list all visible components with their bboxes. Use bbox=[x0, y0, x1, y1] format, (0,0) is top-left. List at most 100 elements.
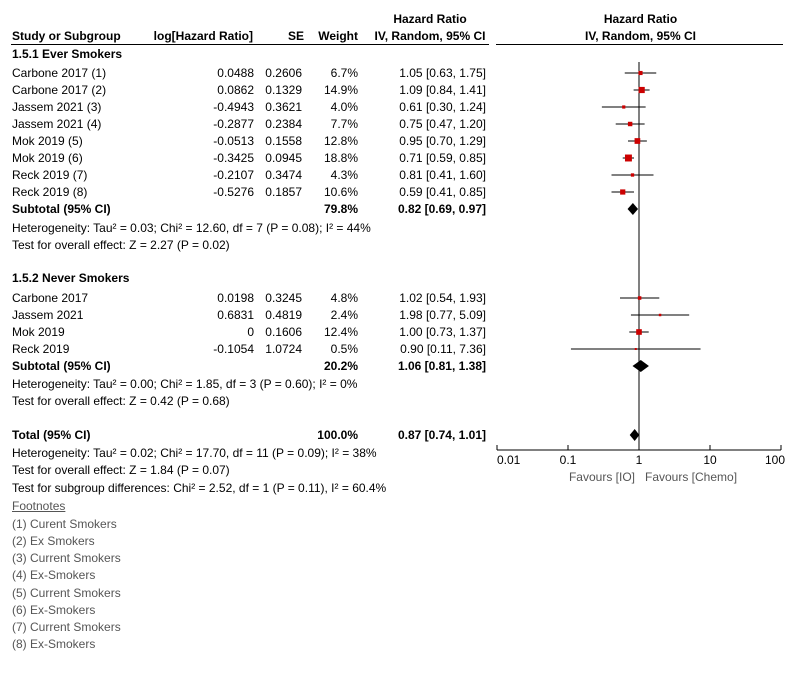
group-title: 1.5.2 Never Smokers bbox=[12, 271, 130, 285]
ci-value: 0.71 [0.59, 0.85] bbox=[399, 151, 486, 165]
loghr-value: -0.1054 bbox=[213, 342, 254, 356]
plot-column-header-sub: IV, Random, 95% CI bbox=[585, 29, 696, 43]
loghr-value: -0.3425 bbox=[213, 151, 254, 165]
se-value: 0.4819 bbox=[265, 308, 302, 322]
favours-left-label: Favours [IO] bbox=[569, 470, 635, 484]
study-name: Jassem 2021 bbox=[12, 308, 84, 322]
x-tick-label: 100 bbox=[765, 453, 785, 467]
heterogeneity-text: Heterogeneity: Tau² = 0.03; Chi² = 12.60… bbox=[12, 221, 371, 235]
weight-value: 18.8% bbox=[323, 151, 358, 165]
study-name: Reck 2019 (7) bbox=[12, 168, 88, 182]
pooled-diamond bbox=[632, 360, 649, 372]
plot-column-header-top: Hazard Ratio bbox=[603, 12, 678, 26]
weight-value: 0.5% bbox=[330, 342, 358, 356]
subtotal-weight: 20.2% bbox=[323, 359, 358, 373]
heterogeneity-text: Heterogeneity: Tau² = 0.00; Chi² = 1.85,… bbox=[12, 377, 358, 391]
weight-value: 7.7% bbox=[330, 117, 358, 131]
ci-value: 0.81 [0.41, 1.60] bbox=[399, 168, 486, 182]
ci-value: 1.05 [0.63, 1.75] bbox=[399, 66, 486, 80]
footnotes-heading: Footnotes bbox=[12, 499, 66, 513]
weight-value: 10.6% bbox=[323, 185, 358, 199]
weight-value: 12.8% bbox=[323, 134, 358, 148]
se-value: 0.2384 bbox=[265, 117, 302, 131]
weight-column-header: Weight bbox=[318, 29, 358, 43]
favours-right-label: Favours [Chemo] bbox=[645, 470, 737, 484]
x-tick-label: 0.01 bbox=[497, 453, 521, 467]
overall-effect-text: Test for overall effect: Z = 2.27 (P = 0… bbox=[12, 238, 230, 252]
footnote-item: (5) Current Smokers bbox=[12, 586, 121, 600]
weight-value: 14.9% bbox=[323, 83, 358, 97]
total-label: Total (95% CI) bbox=[12, 428, 91, 442]
subtotal-weight: 79.8% bbox=[323, 202, 358, 216]
overall-effect-text: Test for overall effect: Z = 0.42 (P = 0… bbox=[12, 394, 230, 408]
subtotal-ci: 0.82 [0.69, 0.97] bbox=[397, 202, 486, 216]
se-value: 0.3245 bbox=[265, 291, 302, 305]
study-name: Carbone 2017 bbox=[12, 291, 89, 305]
weight-value: 4.3% bbox=[330, 168, 358, 182]
weight-value: 6.7% bbox=[330, 66, 358, 80]
study-name: Jassem 2021 (4) bbox=[12, 117, 102, 131]
study-column-header: Study or Subgroup bbox=[12, 29, 121, 43]
total-overall-effect-text: Test for overall effect: Z = 1.84 (P = 0… bbox=[12, 463, 230, 477]
loghr-value: -0.2877 bbox=[213, 117, 254, 131]
study-point bbox=[624, 154, 632, 162]
study-point bbox=[634, 348, 637, 350]
study-point bbox=[630, 173, 635, 177]
se-value: 0.1329 bbox=[265, 83, 302, 97]
study-point bbox=[622, 105, 626, 109]
ci-value: 1.09 [0.84, 1.41] bbox=[399, 83, 486, 97]
se-value: 0.0945 bbox=[265, 151, 302, 165]
x-tick-label: 1 bbox=[636, 453, 643, 467]
header-rule-table bbox=[11, 44, 489, 45]
study-point bbox=[638, 70, 643, 76]
subgroup-differences-text: Test for subgroup differences: Chi² = 2.… bbox=[12, 481, 387, 495]
loghr-value: 0.0862 bbox=[217, 83, 254, 97]
footnote-item: (4) Ex-Smokers bbox=[12, 568, 96, 582]
se-value: 0.1606 bbox=[265, 325, 302, 339]
se-value: 1.0724 bbox=[265, 342, 302, 356]
weight-value: 4.8% bbox=[330, 291, 358, 305]
weight-value: 4.0% bbox=[330, 100, 358, 114]
ci-value: 0.90 [0.11, 7.36] bbox=[400, 342, 486, 356]
loghr-value: 0 bbox=[247, 325, 254, 339]
footnote-item: (2) Ex Smokers bbox=[12, 534, 95, 548]
loghr-value: -0.2107 bbox=[213, 168, 254, 182]
se-value: 0.3474 bbox=[265, 168, 302, 182]
se-value: 0.2606 bbox=[265, 66, 302, 80]
study-point bbox=[634, 138, 641, 144]
study-point bbox=[627, 121, 633, 127]
header-rule-plot bbox=[496, 44, 783, 45]
study-name: Jassem 2021 (3) bbox=[12, 100, 102, 114]
study-point bbox=[620, 189, 626, 195]
footnote-item: (3) Current Smokers bbox=[12, 551, 121, 565]
subtotal-ci: 1.06 [0.81, 1.38] bbox=[397, 359, 486, 373]
se-value: 0.1857 bbox=[265, 185, 302, 199]
footnote-item: (1) Curent Smokers bbox=[12, 517, 117, 531]
loghr-column-header: log[Hazard Ratio] bbox=[153, 29, 253, 43]
footnote-item: (7) Current Smokers bbox=[12, 620, 121, 634]
study-point bbox=[636, 329, 642, 335]
footnote-item: (8) Ex-Smokers bbox=[12, 637, 96, 651]
footnote-item: (6) Ex-Smokers bbox=[12, 603, 96, 617]
study-name: Mok 2019 bbox=[12, 325, 65, 339]
total-ci: 0.87 [0.74, 1.01] bbox=[397, 428, 486, 442]
total-weight: 100.0% bbox=[317, 428, 358, 442]
study-name: Carbone 2017 (2) bbox=[12, 83, 107, 97]
ci-value: 1.98 [0.77, 5.09] bbox=[399, 308, 486, 322]
ci-value: 0.59 [0.41, 0.85] bbox=[399, 185, 486, 199]
loghr-value: -0.5276 bbox=[213, 185, 254, 199]
subtotal-label: Subtotal (95% CI) bbox=[12, 202, 111, 216]
pooled-diamond bbox=[627, 203, 639, 215]
loghr-value: 0.6831 bbox=[217, 308, 254, 322]
loghr-value: -0.4943 bbox=[213, 100, 254, 114]
weight-value: 2.4% bbox=[330, 308, 358, 322]
hr-column-header-sub: IV, Random, 95% CI bbox=[374, 29, 486, 43]
ci-value: 1.00 [0.73, 1.37] bbox=[399, 325, 486, 339]
study-point bbox=[637, 296, 642, 300]
group-title: 1.5.1 Ever Smokers bbox=[12, 47, 123, 61]
study-name: Mok 2019 (5) bbox=[12, 134, 83, 148]
study-name: Carbone 2017 (1) bbox=[12, 66, 107, 80]
total-heterogeneity-text: Heterogeneity: Tau² = 0.02; Chi² = 17.70… bbox=[12, 446, 377, 460]
se-value: 0.3621 bbox=[265, 100, 302, 114]
ci-value: 0.75 [0.47, 1.20] bbox=[399, 117, 486, 131]
